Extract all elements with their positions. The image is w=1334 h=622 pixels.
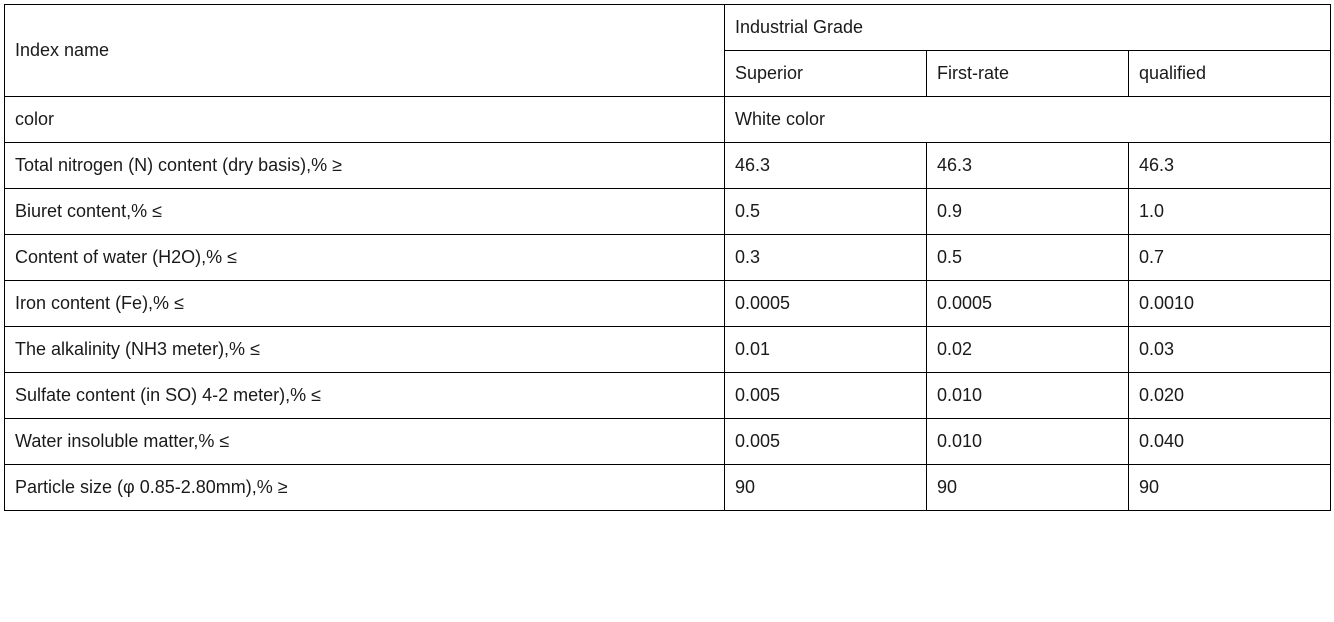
- table-row: The alkalinity (NH3 meter),% ≤0.010.020.…: [5, 327, 1331, 373]
- row-value: 0.010: [927, 419, 1129, 465]
- color-row: color White color: [5, 97, 1331, 143]
- row-value: 0.005: [725, 373, 927, 419]
- row-label: Biuret content,% ≤: [5, 189, 725, 235]
- grade-header-superior: Superior: [725, 51, 927, 97]
- color-value: White color: [725, 97, 1331, 143]
- row-value: 0.020: [1129, 373, 1331, 419]
- row-value: 90: [927, 465, 1129, 511]
- row-value: 0.010: [927, 373, 1129, 419]
- row-value: 0.02: [927, 327, 1129, 373]
- table-row: Total nitrogen (N) content (dry basis),%…: [5, 143, 1331, 189]
- table-row: Content of water (H2O),% ≤0.30.50.7: [5, 235, 1331, 281]
- row-value: 0.5: [927, 235, 1129, 281]
- row-label: Total nitrogen (N) content (dry basis),%…: [5, 143, 725, 189]
- grade-header-first-rate: First-rate: [927, 51, 1129, 97]
- row-label: Sulfate content (in SO) 4-2 meter),% ≤: [5, 373, 725, 419]
- row-value: 0.01: [725, 327, 927, 373]
- row-label: Content of water (H2O),% ≤: [5, 235, 725, 281]
- row-value: 46.3: [927, 143, 1129, 189]
- table-row: Water insoluble matter,% ≤0.0050.0100.04…: [5, 419, 1331, 465]
- row-value: 90: [1129, 465, 1331, 511]
- grade-group-header: Industrial Grade: [725, 5, 1331, 51]
- spec-table: Index name Industrial Grade Superior Fir…: [4, 4, 1331, 511]
- row-value: 0.0005: [725, 281, 927, 327]
- row-value: 46.3: [1129, 143, 1331, 189]
- header-row-1: Index name Industrial Grade: [5, 5, 1331, 51]
- row-value: 0.0010: [1129, 281, 1331, 327]
- table-row: Biuret content,% ≤0.50.91.0: [5, 189, 1331, 235]
- table-row: Iron content (Fe),% ≤0.00050.00050.0010: [5, 281, 1331, 327]
- row-value: 46.3: [725, 143, 927, 189]
- row-value: 0.3: [725, 235, 927, 281]
- table-row: Particle size (φ 0.85-2.80mm),% ≥909090: [5, 465, 1331, 511]
- row-value: 0.03: [1129, 327, 1331, 373]
- row-value: 0.9: [927, 189, 1129, 235]
- index-name-header: Index name: [5, 5, 725, 97]
- row-label: Particle size (φ 0.85-2.80mm),% ≥: [5, 465, 725, 511]
- row-value: 0.5: [725, 189, 927, 235]
- row-value: 0.0005: [927, 281, 1129, 327]
- row-label: Water insoluble matter,% ≤: [5, 419, 725, 465]
- row-value: 1.0: [1129, 189, 1331, 235]
- table-row: Sulfate content (in SO) 4-2 meter),% ≤0.…: [5, 373, 1331, 419]
- row-value: 0.005: [725, 419, 927, 465]
- color-label: color: [5, 97, 725, 143]
- row-value: 0.7: [1129, 235, 1331, 281]
- row-label: The alkalinity (NH3 meter),% ≤: [5, 327, 725, 373]
- row-value: 0.040: [1129, 419, 1331, 465]
- table-body: Index name Industrial Grade Superior Fir…: [5, 5, 1331, 511]
- grade-header-qualified: qualified: [1129, 51, 1331, 97]
- row-value: 90: [725, 465, 927, 511]
- row-label: Iron content (Fe),% ≤: [5, 281, 725, 327]
